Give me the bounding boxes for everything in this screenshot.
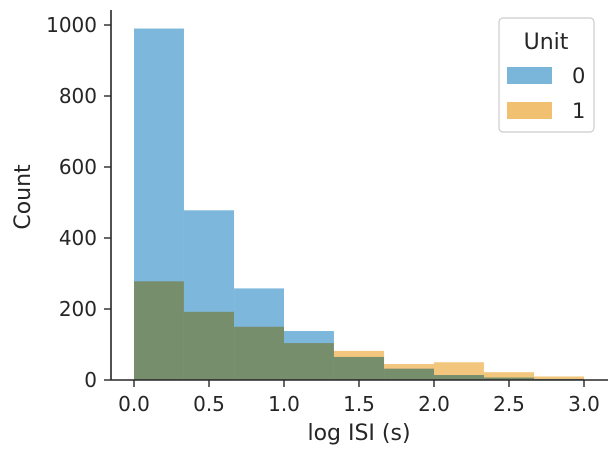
- series-1-bars: [134, 281, 584, 380]
- legend-label-1: 1: [572, 99, 585, 123]
- y-tick-label: 0: [84, 368, 97, 392]
- x-tick-label: 1.0: [268, 392, 300, 416]
- x-tick-label: 0.5: [193, 392, 225, 416]
- y-axis-title: Count: [11, 164, 36, 230]
- x-tick-label: 0.0: [118, 392, 150, 416]
- bar-series-1-bin-6: [434, 362, 484, 380]
- legend: Unit 0 1: [498, 17, 595, 133]
- x-tick-label: 2.5: [493, 392, 525, 416]
- x-tick-label: 1.5: [343, 392, 375, 416]
- x-tick-label: 3.0: [568, 392, 600, 416]
- legend-title: Unit: [524, 30, 569, 55]
- y-tick-label: 800: [59, 84, 97, 108]
- y-tick-label: 400: [59, 226, 97, 250]
- y-tick-label: 200: [59, 297, 97, 321]
- y-tick-label: 1000: [46, 13, 97, 37]
- bar-series-1-bin-5: [384, 364, 434, 380]
- x-axis-ticks: 0.0 0.5 1.0 1.5 2.0 2.5 3.0: [118, 380, 600, 416]
- x-axis-title: log ISI (s): [307, 421, 410, 446]
- legend-label-0: 0: [572, 64, 585, 88]
- legend-swatch-0: [507, 67, 552, 84]
- bar-series-1-bin-8: [534, 376, 584, 380]
- bar-series-1-bin-0: [134, 281, 184, 380]
- bar-series-1-bin-2: [234, 326, 284, 380]
- plot-area: [134, 28, 584, 381]
- x-tick-label: 2.0: [418, 392, 450, 416]
- bar-series-1-bin-1: [183, 311, 235, 380]
- bar-series-1-bin-4: [333, 350, 385, 380]
- y-tick-label: 600: [59, 155, 97, 179]
- legend-swatch-1: [507, 102, 552, 119]
- y-axis-ticks: 0 200 400 600 800 1000: [46, 13, 111, 392]
- bar-series-1-bin-3: [284, 343, 334, 380]
- bar-series-1-bin-7: [483, 372, 535, 380]
